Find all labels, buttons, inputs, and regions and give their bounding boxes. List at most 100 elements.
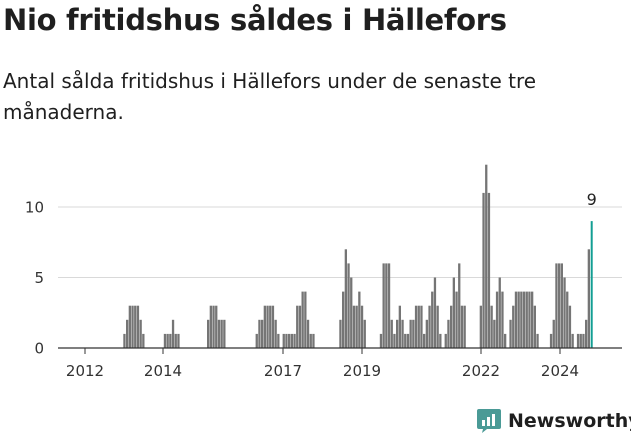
bar	[463, 305, 466, 348]
bar	[479, 305, 482, 348]
bar	[285, 333, 288, 348]
bar	[579, 333, 582, 348]
bar	[568, 305, 572, 348]
bar	[382, 263, 385, 348]
bar	[128, 305, 131, 348]
bar	[171, 319, 175, 348]
bar	[536, 333, 539, 348]
bar	[531, 291, 534, 348]
bar	[220, 319, 223, 348]
bar	[387, 263, 391, 348]
brand-name: Newsworthy	[508, 410, 631, 432]
bar	[288, 333, 291, 348]
bar	[587, 249, 590, 348]
bar	[533, 305, 536, 348]
latest-value-label: 9	[587, 190, 597, 209]
bar	[258, 319, 261, 348]
bar	[571, 333, 574, 348]
bar	[309, 333, 312, 348]
bar	[560, 263, 563, 348]
bar	[139, 319, 142, 348]
bar-chart: 0 5 10 2012 2014 2017 2019 2022 2024 9	[25, 164, 622, 380]
bar	[136, 305, 140, 348]
bar	[401, 319, 404, 348]
bar	[493, 319, 496, 348]
bar	[174, 333, 177, 348]
bar	[501, 291, 504, 348]
bar	[379, 333, 383, 348]
bar	[344, 249, 347, 348]
bar	[420, 305, 423, 348]
bar	[425, 319, 428, 348]
bar	[277, 333, 280, 348]
bar	[126, 319, 129, 348]
chart-subtitle: Antal sålda fritidshus i Hällefors under…	[3, 69, 537, 124]
y-tick-label: 0	[34, 340, 44, 358]
bar	[528, 291, 531, 348]
bar	[355, 305, 358, 348]
bar	[522, 291, 526, 348]
bar	[406, 333, 410, 348]
bar	[261, 319, 264, 348]
bar	[271, 305, 275, 348]
bar	[360, 305, 364, 348]
bar	[563, 277, 566, 348]
bar	[412, 319, 415, 348]
bar	[398, 305, 401, 348]
bar	[487, 192, 491, 348]
bar	[274, 319, 277, 348]
bar-chart-logo-icon	[477, 409, 501, 433]
bar	[301, 291, 304, 348]
bar	[282, 333, 285, 348]
bar	[512, 305, 515, 348]
bar	[450, 305, 453, 348]
bar	[447, 319, 450, 348]
bar	[223, 319, 226, 348]
bar	[339, 319, 342, 348]
bar	[552, 319, 555, 348]
tick-labels: 0 5 10 2012 2014 2017 2019 2022 2024 9	[25, 190, 597, 380]
bar	[207, 319, 210, 348]
bar	[290, 333, 293, 348]
bar	[306, 319, 310, 348]
bar	[409, 319, 412, 348]
bar	[452, 277, 455, 348]
bar	[142, 333, 145, 348]
chart-title: Nio fritidshus såldes i Hällefors	[3, 3, 507, 37]
bar	[166, 333, 169, 348]
x-tick-label: 2024	[541, 362, 579, 380]
bar	[212, 305, 215, 348]
bar	[266, 305, 269, 348]
bar	[163, 333, 167, 348]
bar	[255, 333, 258, 348]
bar	[582, 333, 585, 348]
x-axis	[58, 347, 622, 354]
bar	[296, 305, 299, 348]
bar	[390, 319, 393, 348]
bar	[433, 277, 437, 348]
bar-latest	[590, 221, 593, 348]
bar	[444, 333, 447, 348]
bar	[263, 305, 266, 348]
bar	[169, 333, 172, 348]
bar	[134, 305, 137, 348]
bar	[576, 333, 580, 348]
bar	[504, 333, 507, 348]
bar	[396, 319, 399, 348]
x-tick-label: 2014	[144, 362, 182, 380]
bar	[123, 333, 126, 348]
bar	[131, 305, 134, 348]
bar	[566, 291, 569, 348]
bar	[217, 319, 221, 348]
bar	[414, 305, 418, 348]
bar	[555, 263, 558, 348]
y-tick-label: 10	[25, 199, 44, 217]
bar	[428, 305, 431, 348]
bar	[352, 305, 356, 348]
bar	[525, 291, 528, 348]
x-tick-label: 2017	[264, 362, 302, 380]
bar	[177, 333, 180, 348]
bar	[304, 291, 307, 348]
bar	[393, 333, 396, 348]
x-tick-label: 2012	[66, 362, 104, 380]
